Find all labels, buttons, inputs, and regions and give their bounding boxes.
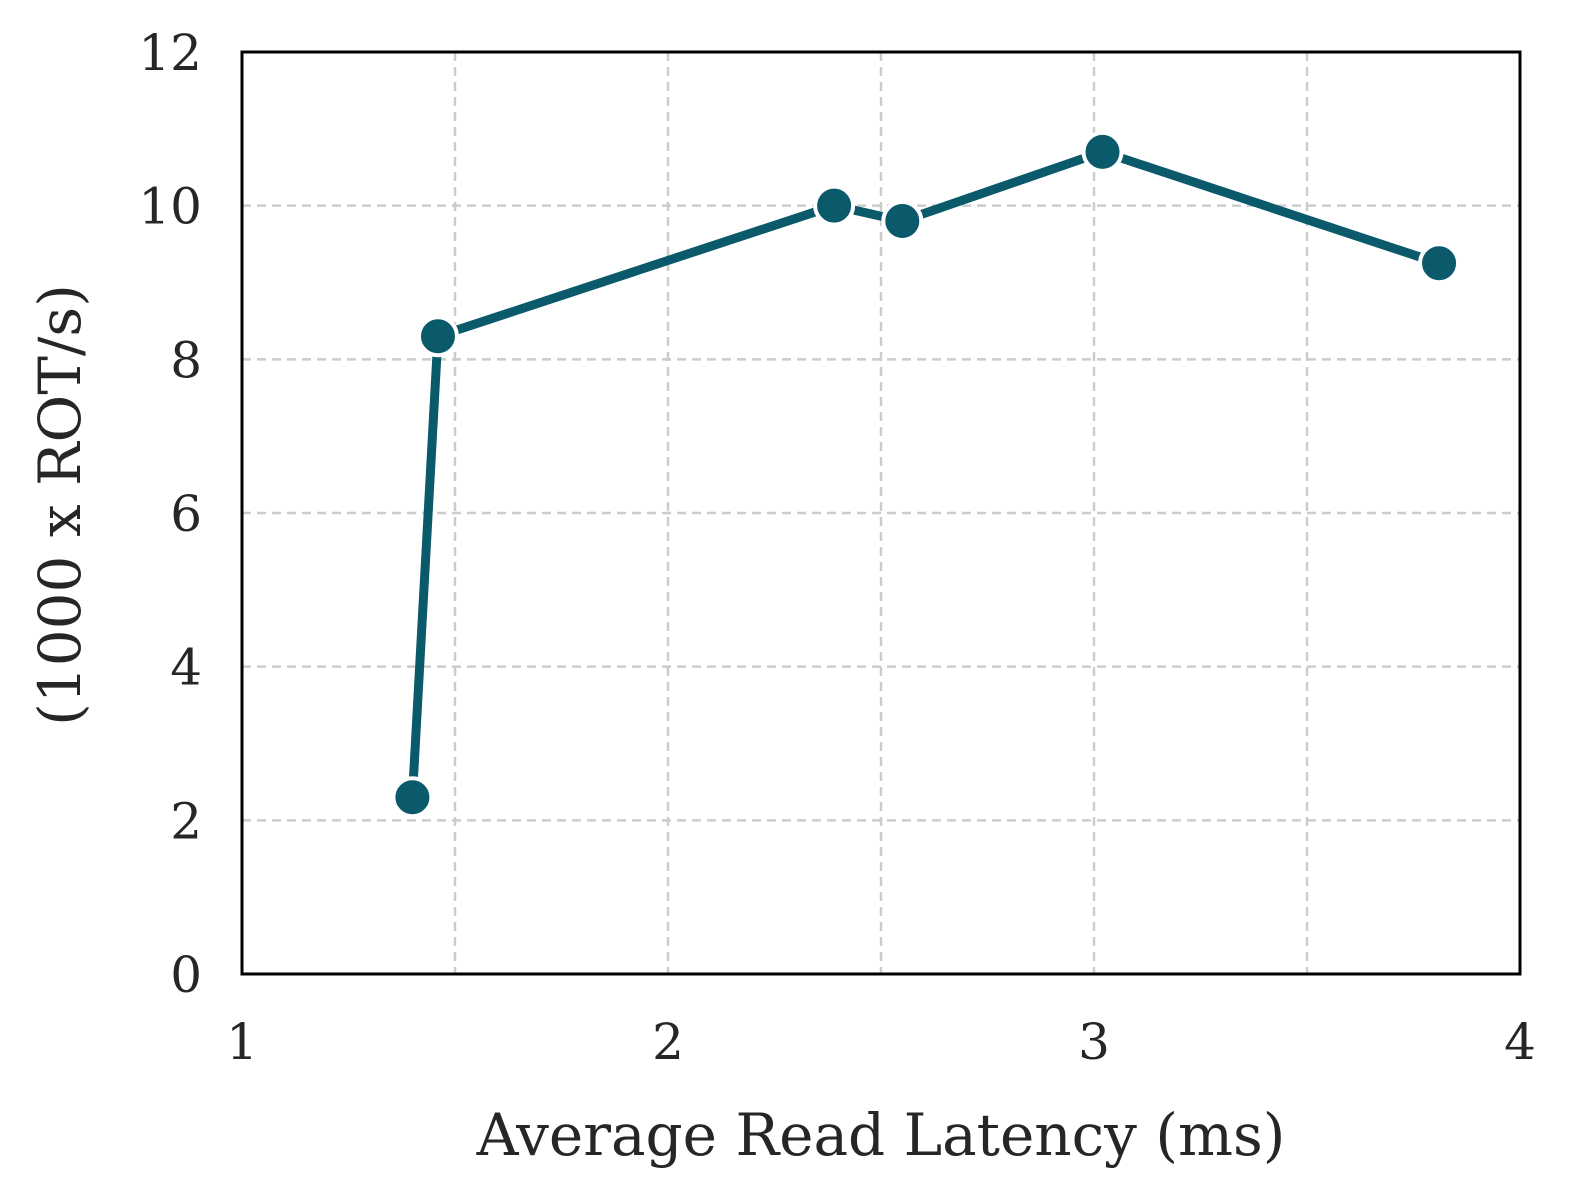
- data-point: [416, 315, 459, 358]
- x-tick-labels: 1 2 3 4: [226, 1013, 1536, 1071]
- series-line: [407, 147, 1444, 802]
- y-tick-label: 4: [170, 639, 202, 697]
- y-tick-label: 12: [138, 24, 202, 82]
- x-axis-label: Average Read Latency (ms): [476, 1101, 1286, 1169]
- y-tick-label: 2: [170, 792, 202, 850]
- y-tick-labels: 0 2 4 6 8 10 12: [138, 24, 202, 1004]
- plot-frame: [240, 50, 1522, 976]
- x-tick-label: 4: [1504, 1013, 1536, 1071]
- data-point: [1081, 130, 1124, 173]
- x-tick-label: 1: [226, 1013, 258, 1071]
- x-tick-label: 3: [1078, 1013, 1110, 1071]
- series-layer: [391, 130, 1461, 819]
- y-tick-label: 6: [170, 485, 202, 543]
- data-point: [881, 200, 924, 243]
- data-point: [391, 776, 434, 819]
- x-tick-label: 2: [652, 1013, 684, 1071]
- y-axis-label: (1000 x ROT/s): [26, 284, 94, 726]
- data-point: [813, 184, 856, 227]
- y-tick-label: 8: [170, 331, 202, 389]
- data-point: [1418, 242, 1461, 285]
- y-tick-label: 10: [138, 178, 202, 236]
- y-tick-label: 0: [170, 946, 202, 1004]
- grid-lines: [242, 52, 1520, 974]
